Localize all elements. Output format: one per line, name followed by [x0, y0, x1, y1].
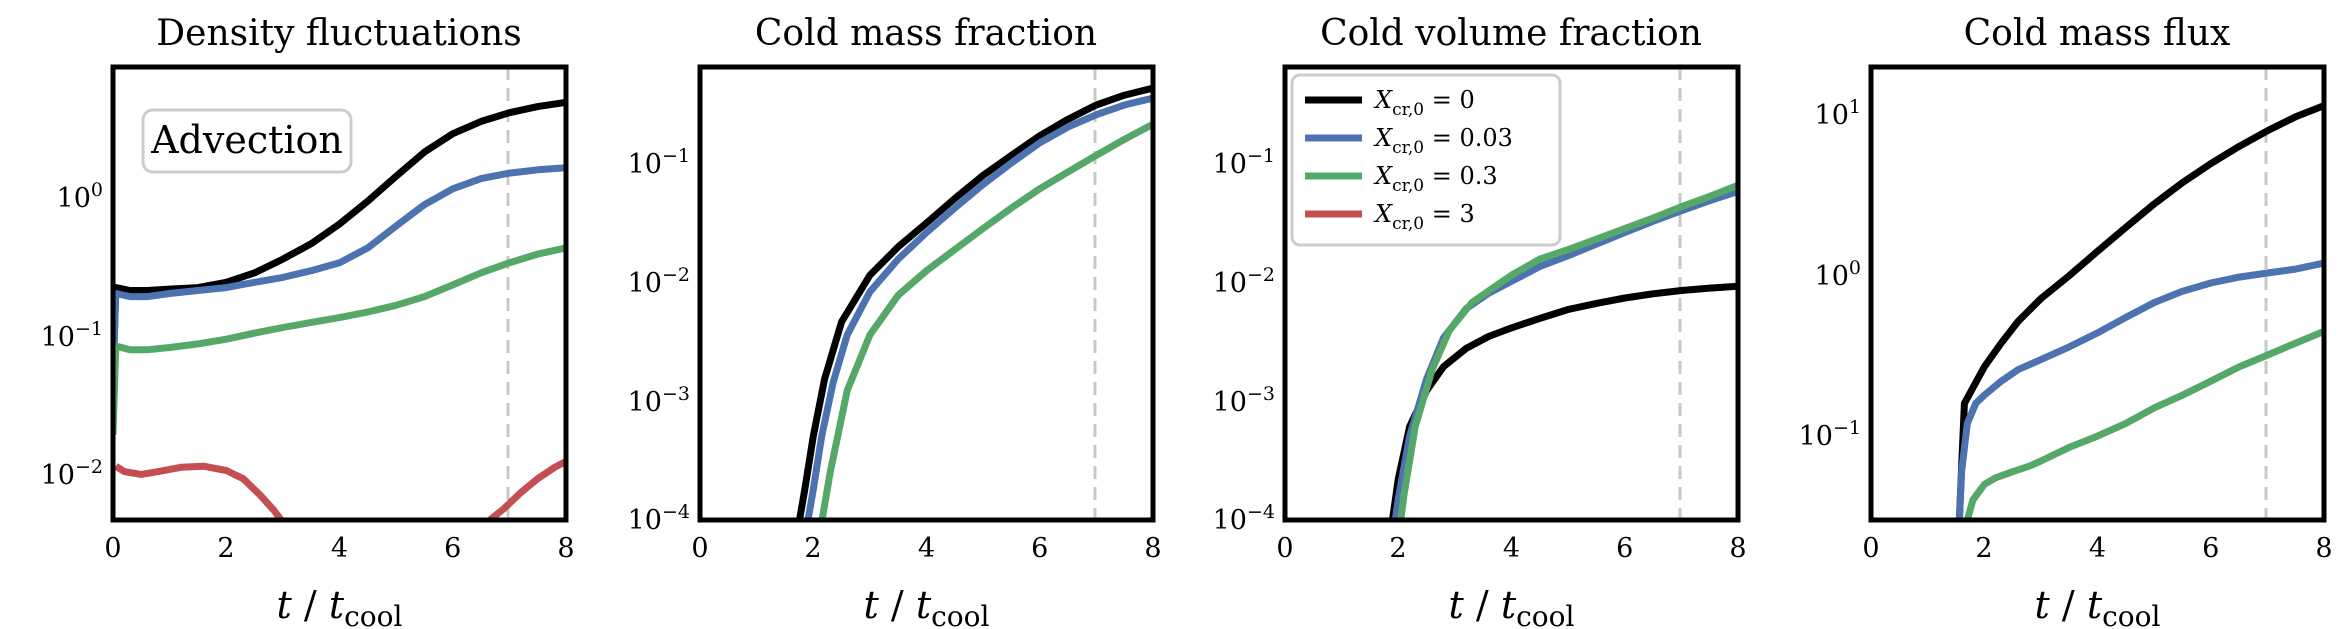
x-tick-label: 4 — [1503, 533, 1520, 564]
x-tick-label: 6 — [1616, 533, 1633, 564]
x-axis-label: t / tcool — [277, 583, 403, 629]
x-ticks: 0 2 4 6 8 — [1276, 533, 1746, 564]
plot-frame — [1868, 64, 2327, 523]
x-tick-label: 2 — [804, 533, 821, 564]
y-tick-label: 10−1 — [41, 318, 103, 353]
x-tick-label: 8 — [1729, 533, 1746, 564]
series-line-2 — [818, 121, 1153, 520]
annotation-text: Advection — [150, 118, 343, 162]
x-axis-label: t / tcool — [2035, 583, 2161, 629]
y-tick-label: 10−2 — [41, 456, 103, 491]
x-tick-label: 2 — [1389, 533, 1406, 564]
panel-title: Cold mass flux — [1964, 13, 2231, 54]
panel-cold-volume-fraction: Cold volume fraction Xcr,0 = 0 Xcr,0 = 0… — [1213, 13, 1747, 629]
series-line-1 — [113, 164, 566, 379]
x-tick-label: 0 — [104, 533, 121, 564]
series-line-1 — [804, 94, 1153, 520]
y-tick-label: 10−1 — [1799, 417, 1861, 452]
series-line-0 — [113, 98, 566, 379]
panel-cold-mass-flux: Cold mass flux 0 2 4 6 8 10−1 100 101 t … — [1799, 13, 2333, 629]
series-line-3 — [113, 458, 566, 520]
x-tick-label: 2 — [217, 533, 234, 564]
y-tick-label: 10−1 — [1213, 145, 1275, 180]
y-tick-label: 10−1 — [628, 145, 690, 180]
x-tick-label: 6 — [2202, 533, 2219, 564]
y-ticks: 10−4 10−3 10−2 10−1 — [628, 145, 690, 536]
x-tick-label: 6 — [1031, 533, 1048, 564]
x-tick-label: 0 — [691, 533, 708, 564]
plot-frame — [1282, 64, 1741, 523]
x-tick-label: 8 — [1144, 533, 1161, 564]
series-line-0 — [795, 84, 1153, 520]
y-tick-label: 10−3 — [1213, 383, 1275, 418]
series-line-0 — [1388, 282, 1738, 520]
x-tick-label: 4 — [2089, 533, 2106, 564]
plot-frame — [110, 64, 569, 523]
series-line-2 — [1397, 181, 1738, 520]
y-ticks: 10−1 100 101 — [1799, 96, 1861, 452]
panel-cold-mass-fraction: Cold mass fraction 0 2 4 6 8 10−4 10−3 1… — [628, 13, 1162, 629]
legend-label-3: Xcr,0 = 3 — [1373, 200, 1475, 234]
y-tick-label: 10−4 — [628, 501, 690, 536]
x-tick-label: 0 — [1862, 533, 1879, 564]
x-ticks: 0 2 4 6 8 — [104, 533, 574, 564]
x-tick-label: 4 — [331, 533, 348, 564]
x-tick-label: 8 — [557, 533, 574, 564]
x-ticks: 0 2 4 6 8 — [1862, 533, 2332, 564]
y-tick-label: 10−4 — [1213, 501, 1275, 536]
y-ticks: 10−4 10−3 10−2 10−1 — [1213, 145, 1275, 536]
x-tick-label: 6 — [444, 533, 461, 564]
panel-title: Cold mass fraction — [755, 13, 1097, 54]
y-tick-label: 101 — [1815, 96, 1861, 131]
legend: Xcr,0 = 0 Xcr,0 = 0.03 Xcr,0 = 0.3 Xcr,0… — [1290, 73, 1562, 247]
annotation-box — [141, 108, 353, 174]
series-line-2 — [1963, 328, 2324, 520]
legend-label-1: Xcr,0 = 0.03 — [1373, 124, 1513, 158]
legend-label-2: Xcr,0 = 0.3 — [1373, 162, 1498, 196]
plot-frame — [697, 64, 1156, 523]
x-axis-label: t / tcool — [864, 583, 990, 629]
x-tick-label: 0 — [1276, 533, 1293, 564]
y-ticks: 10−2 10−1 100 — [41, 179, 103, 491]
panel-title: Density fluctuations — [156, 13, 521, 54]
y-tick-label: 10−2 — [1213, 264, 1275, 299]
series-line-2 — [113, 244, 566, 436]
y-tick-label: 100 — [1815, 257, 1861, 292]
panel-title: Cold volume fraction — [1320, 13, 1702, 54]
x-ticks: 0 2 4 6 8 — [691, 533, 1161, 564]
legend-box — [1290, 73, 1562, 247]
y-tick-label: 100 — [57, 179, 103, 214]
panel-density-fluctuations: Density fluctuations Advection 0 2 4 6 8… — [41, 13, 575, 629]
legend-label-0: Xcr,0 = 0 — [1373, 86, 1475, 120]
y-tick-label: 10−2 — [628, 264, 690, 299]
series-line-1 — [1955, 259, 2324, 520]
x-tick-label: 2 — [1975, 533, 1992, 564]
series-line-0 — [1955, 102, 2324, 520]
x-tick-label: 8 — [2315, 533, 2332, 564]
x-tick-label: 4 — [918, 533, 935, 564]
y-tick-label: 10−3 — [628, 383, 690, 418]
x-axis-label: t / tcool — [1449, 583, 1575, 629]
